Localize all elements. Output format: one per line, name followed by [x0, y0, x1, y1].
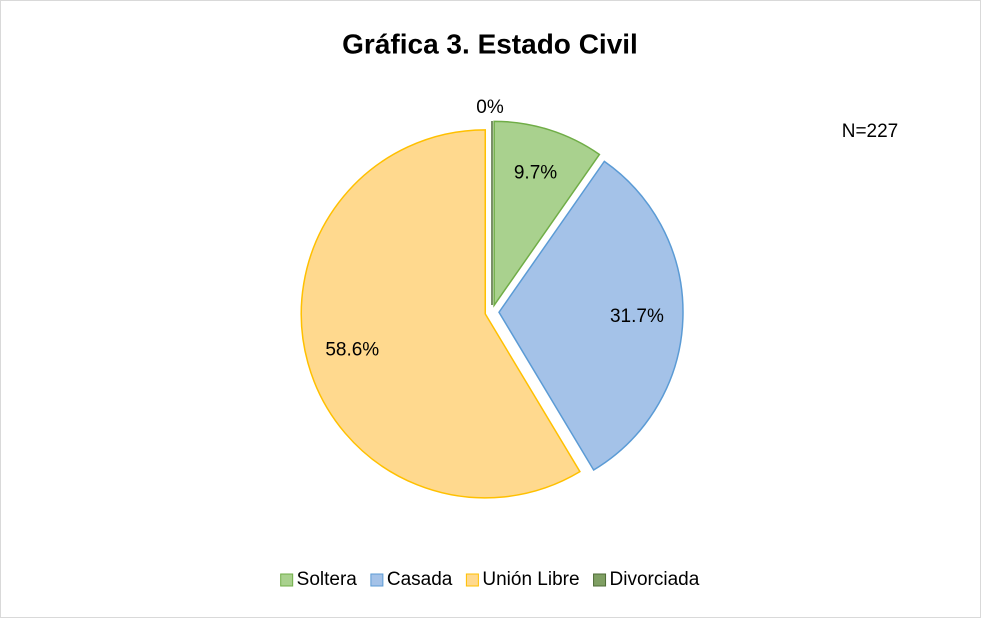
data-label: 9.7% [514, 163, 557, 184]
data-label: 31.7% [610, 306, 664, 327]
legend-swatch [593, 573, 607, 587]
pie-slice [493, 120, 601, 308]
data-label: 58.6% [325, 340, 379, 361]
legend-label: Divorciada [610, 569, 700, 590]
pie-slice [498, 160, 684, 472]
annotation: N=227 [842, 121, 899, 142]
legend-swatch [465, 573, 479, 587]
chart-title: Gráfica 3. Estado Civil [342, 28, 638, 59]
legend-swatch [280, 573, 294, 587]
data-label: 0% [476, 97, 504, 118]
legend-label: Unión Libre [482, 569, 579, 590]
legend-label: Soltera [297, 569, 358, 590]
pie-slice [300, 129, 581, 499]
legend-swatch [370, 573, 384, 587]
legend-label: Casada [387, 569, 453, 590]
